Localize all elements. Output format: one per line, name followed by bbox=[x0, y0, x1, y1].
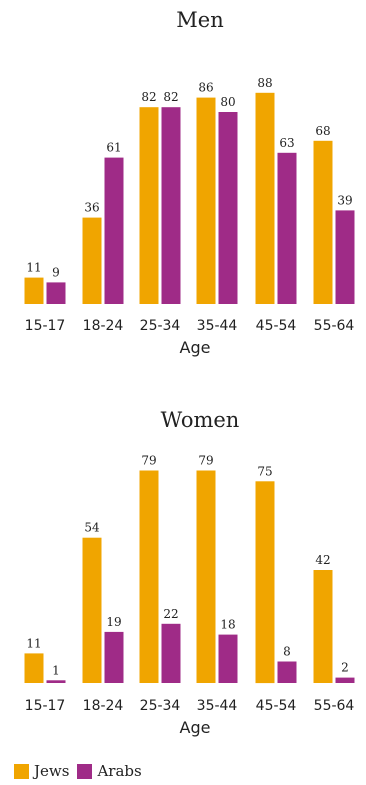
bar-women-arabs-35-44 bbox=[218, 634, 238, 683]
bar-women-arabs-45-54 bbox=[277, 661, 297, 683]
value-label-men-arabs-18-24: 61 bbox=[106, 141, 121, 155]
chart-title-men: Men bbox=[176, 8, 223, 32]
value-label-men-jews-25-34: 82 bbox=[141, 90, 156, 104]
value-label-women-jews-18-24: 54 bbox=[84, 521, 100, 535]
tick-label-men-15-17: 15-17 bbox=[25, 318, 66, 334]
legend-item-arabs: Arabs bbox=[77, 762, 142, 780]
bar-women-arabs-15-17 bbox=[46, 680, 66, 683]
legend-label-jews: Jews bbox=[34, 762, 70, 780]
tick-label-women-25-34: 25-34 bbox=[140, 698, 181, 714]
value-label-women-jews-45-54: 75 bbox=[257, 464, 272, 478]
tick-label-men-55-64: 55-64 bbox=[314, 318, 355, 334]
legend-label-arabs: Arabs bbox=[97, 762, 142, 780]
bar-men-arabs-25-34 bbox=[161, 107, 181, 304]
tick-label-men-25-34: 25-34 bbox=[140, 318, 181, 334]
tick-label-women-35-44: 35-44 bbox=[197, 698, 238, 714]
x-axis-label-men: Age bbox=[180, 338, 211, 357]
bar-women-jews-35-44 bbox=[196, 470, 216, 683]
value-label-men-jews-18-24: 36 bbox=[84, 201, 99, 215]
value-label-men-arabs-55-64: 39 bbox=[337, 193, 352, 207]
value-label-women-jews-35-44: 79 bbox=[198, 454, 213, 468]
bar-men-arabs-15-17 bbox=[46, 282, 66, 304]
bar-women-jews-45-54 bbox=[255, 481, 275, 684]
bar-women-jews-15-17 bbox=[24, 653, 44, 683]
bar-women-arabs-25-34 bbox=[161, 623, 181, 683]
tick-label-women-55-64: 55-64 bbox=[314, 698, 355, 714]
value-label-women-arabs-55-64: 2 bbox=[341, 661, 349, 675]
bar-women-arabs-55-64 bbox=[335, 677, 355, 683]
value-label-men-jews-45-54: 88 bbox=[257, 76, 272, 90]
bar-men-jews-45-54 bbox=[255, 92, 275, 304]
value-label-men-arabs-15-17: 9 bbox=[52, 265, 60, 279]
value-label-women-arabs-45-54: 8 bbox=[283, 645, 291, 659]
bar-men-arabs-18-24 bbox=[104, 157, 124, 304]
bar-men-jews-25-34 bbox=[139, 107, 159, 304]
value-label-men-jews-55-64: 68 bbox=[315, 124, 330, 138]
value-label-women-jews-15-17: 11 bbox=[26, 636, 41, 650]
value-label-men-arabs-35-44: 80 bbox=[220, 95, 235, 109]
value-label-men-jews-35-44: 86 bbox=[198, 81, 213, 95]
tick-label-women-45-54: 45-54 bbox=[256, 698, 297, 714]
bar-women-jews-18-24 bbox=[82, 537, 102, 683]
tick-label-men-18-24: 18-24 bbox=[83, 318, 124, 334]
tick-label-men-45-54: 45-54 bbox=[256, 318, 297, 334]
bar-men-arabs-35-44 bbox=[218, 112, 238, 304]
bar-women-jews-55-64 bbox=[313, 570, 333, 683]
bar-men-arabs-55-64 bbox=[335, 210, 355, 304]
bar-men-jews-35-44 bbox=[196, 97, 216, 304]
value-label-women-jews-55-64: 42 bbox=[315, 553, 330, 567]
bar-men-jews-18-24 bbox=[82, 217, 102, 304]
chart-women: Women Age 11115-17541918-24792225-347918… bbox=[24, 408, 355, 737]
value-label-women-arabs-15-17: 1 bbox=[52, 663, 60, 677]
bar-women-jews-25-34 bbox=[139, 470, 159, 683]
value-label-women-arabs-18-24: 19 bbox=[106, 615, 121, 629]
legend-item-jews: Jews bbox=[14, 762, 69, 780]
legend: Jews Arabs bbox=[14, 762, 150, 780]
tick-label-women-18-24: 18-24 bbox=[83, 698, 124, 714]
chart-men: Men Age 11 9 15-17 36 61 18-24 82 82 25-34 86 80 35… bbox=[24, 8, 355, 357]
bar-women-arabs-18-24 bbox=[104, 631, 124, 683]
value-label-men-arabs-25-34: 82 bbox=[163, 90, 178, 104]
bar-men-jews-55-64 bbox=[313, 140, 333, 304]
value-label-women-arabs-25-34: 22 bbox=[163, 607, 178, 621]
bar-men-arabs-45-54 bbox=[277, 152, 297, 304]
tick-label-men-35-44: 35-44 bbox=[197, 318, 238, 334]
tick-label-women-15-17: 15-17 bbox=[25, 698, 66, 714]
legend-swatch-jews bbox=[14, 763, 29, 779]
value-label-women-jews-25-34: 79 bbox=[141, 454, 156, 468]
value-label-women-arabs-35-44: 18 bbox=[220, 618, 235, 632]
legend-swatch-arabs bbox=[77, 763, 93, 779]
bar-men-jews-15-17 bbox=[24, 277, 44, 304]
chart-title-women: Women bbox=[161, 408, 240, 432]
value-label-men-jews-15-17: 11 bbox=[26, 261, 41, 275]
x-axis-label-women: Age bbox=[180, 718, 211, 737]
value-label-men-arabs-45-54: 63 bbox=[279, 136, 294, 150]
